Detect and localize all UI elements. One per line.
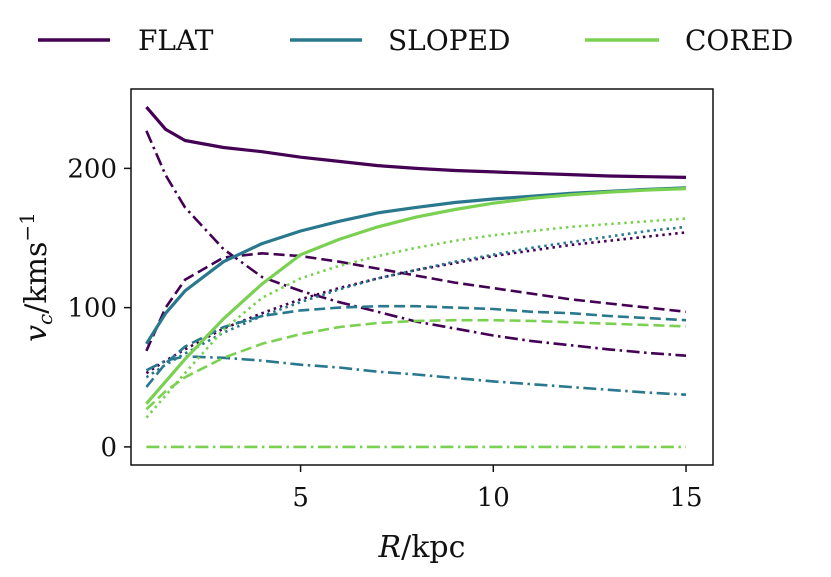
- y-tick-label: 0: [100, 433, 117, 463]
- x-axis-label-unit: /kpc: [401, 530, 465, 565]
- y-axis-ticks: 0 100 200: [67, 154, 131, 463]
- y-axis-label-sup: −1: [15, 212, 39, 241]
- y-axis-label-unit: /kms: [19, 242, 54, 314]
- series-line-cored-total: [145, 187, 687, 405]
- x-axis-label: R/kpc: [378, 530, 466, 565]
- y-axis-label-var: v: [19, 325, 54, 342]
- plot-frame: [130, 88, 714, 466]
- legend-label-sloped: SLOPED: [388, 24, 510, 57]
- y-axis-label-sub: c: [33, 314, 57, 325]
- x-tick-label: 15: [669, 483, 702, 513]
- x-tick-label: 5: [292, 483, 309, 513]
- x-axis-ticks: 5 10 15: [292, 465, 703, 513]
- series-line-flat-total: [145, 106, 687, 179]
- series-line-sloped-disc: [145, 304, 687, 388]
- legend-entry-cored: CORED: [585, 24, 793, 57]
- legend-label-cored: CORED: [685, 24, 793, 57]
- series-layer: [145, 106, 687, 449]
- y-tick-label: 200: [67, 154, 117, 184]
- series-line-sloped-stars: [145, 225, 687, 379]
- x-axis-label-var: R: [378, 530, 402, 565]
- series-line-cored-disc: [145, 318, 687, 411]
- series-line-flat-dark-matter: [145, 130, 687, 357]
- legend-label-flat: FLAT: [138, 24, 214, 57]
- series-line-flat-disc: [145, 252, 687, 352]
- legend-entry-flat: FLAT: [38, 24, 214, 57]
- legend: FLAT SLOPED CORED: [38, 24, 793, 57]
- series-line-sloped-dark-matter: [145, 355, 687, 396]
- x-tick-label: 10: [477, 483, 510, 513]
- y-tick-label: 100: [67, 294, 117, 324]
- y-axis-label: vc/kms−1: [15, 212, 57, 342]
- legend-entry-sloped: SLOPED: [290, 24, 510, 57]
